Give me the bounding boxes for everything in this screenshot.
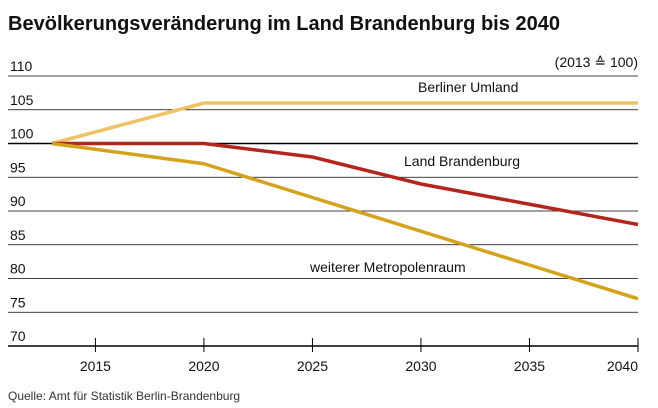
series-label: weiterer Metropolenraum: [309, 259, 466, 275]
chart-title: Bevölkerungsveränderung im Land Brandenb…: [8, 13, 560, 35]
y-tick-label: 75: [10, 294, 26, 310]
series-label: Land Brandenburg: [404, 153, 520, 169]
y-tick-label: 100: [10, 126, 34, 142]
x-tick-label: 2030: [405, 358, 436, 374]
y-tick-label: 70: [10, 328, 26, 344]
x-tick-label: 2015: [80, 358, 111, 374]
annotation: (2013 ≙ 100): [555, 54, 638, 70]
y-tick-label: 80: [10, 261, 26, 277]
y-tick-label: 90: [10, 193, 26, 209]
y-tick-label: 105: [10, 92, 34, 108]
series-label: Berliner Umland: [418, 79, 518, 95]
x-tick-label: 2040: [607, 358, 638, 374]
series-label-bg: [414, 78, 523, 96]
y-tick-label: 110: [10, 58, 33, 74]
y-tick-label: 95: [10, 159, 26, 175]
series-line: [51, 101, 638, 146]
series-line: [52, 141, 639, 227]
source: Quelle: Amt für Statistik Berlin-Branden…: [8, 389, 240, 403]
series-label-bg: [400, 152, 524, 170]
series-label-bg: [305, 258, 470, 276]
x-tick-label: 2025: [297, 358, 328, 374]
x-tick-label: 2035: [514, 358, 545, 374]
x-tick-label: 2020: [188, 358, 219, 374]
series-line: [51, 141, 639, 301]
y-tick-label: 85: [10, 227, 26, 243]
